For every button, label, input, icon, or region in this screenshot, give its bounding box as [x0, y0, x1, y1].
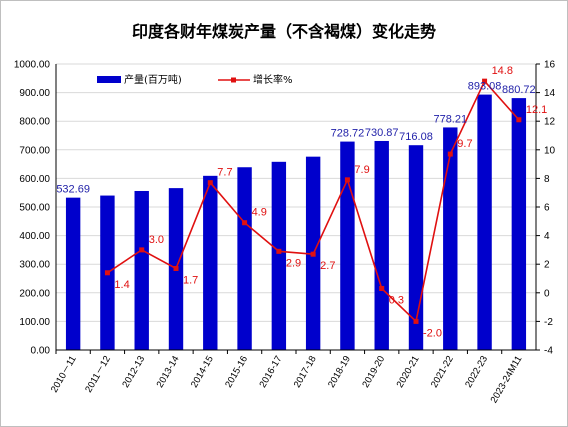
bar-series	[65, 94, 527, 351]
y-right-tick-label: 10	[544, 145, 556, 156]
bar-value-label: 880.72	[502, 84, 536, 96]
growth-value-label: 4.9	[252, 207, 267, 219]
y-right-tick-label: 6	[544, 203, 550, 214]
growth-point	[413, 318, 419, 324]
bar	[511, 98, 527, 351]
bar-value-label: 893.08	[468, 81, 502, 93]
legend-line-label: 增长率%	[253, 73, 293, 86]
y-right-tick-label: -2	[544, 317, 553, 328]
growth-value-label: 14.8	[492, 65, 513, 77]
growth-value-label: 3.0	[149, 234, 164, 246]
growth-point	[207, 180, 213, 186]
growth-point	[139, 247, 145, 253]
y-right-tick-label: -4	[544, 346, 553, 357]
y-right-tick-label: 14	[544, 88, 556, 99]
growth-value-label: 2.9	[286, 257, 301, 269]
growth-point	[242, 220, 248, 226]
y-left-tick-label: 400.00	[19, 231, 50, 242]
bar	[203, 175, 218, 350]
y-left-tick-label: 200.00	[19, 288, 50, 299]
bar	[477, 94, 492, 350]
bar-value-label: 532.69	[56, 184, 90, 196]
x-tick-label: 2017-18	[292, 354, 319, 390]
x-tick-label: 2023-24M11	[489, 354, 525, 405]
bar	[340, 141, 355, 350]
y-right-tick-label: 12	[544, 117, 556, 128]
x-tick-label: 2020-21	[395, 354, 422, 390]
bar-value-label: 730.87	[365, 127, 399, 139]
growth-value-label: 2.7	[320, 260, 335, 272]
bar-value-label: 778.21	[433, 113, 467, 125]
x-tick-label: 2013-14	[155, 354, 182, 390]
legend: 产量(百万吨) 增长率%	[97, 73, 293, 86]
y-left-tick-label: 0.00	[31, 346, 51, 357]
growth-value-label: 7.7	[217, 167, 232, 179]
growth-value-label: 7.9	[354, 164, 369, 176]
y-left-tick-label: 100.00	[19, 317, 50, 328]
bar-value-label: 728.72	[331, 128, 365, 140]
growth-value-label: -2.0	[423, 327, 442, 339]
y-right-tick-label: 8	[544, 174, 550, 185]
y-left-tick-label: 600.00	[19, 174, 50, 185]
bar	[271, 161, 287, 350]
legend-bar-swatch	[97, 76, 121, 83]
growth-value-label: 9.7	[457, 138, 472, 150]
x-tick-label: 2022-23	[463, 354, 490, 390]
y-right-tick-label: 0	[544, 288, 550, 299]
growth-value-label: 1.7	[183, 274, 198, 286]
growth-point	[379, 286, 385, 292]
y-left-tick-label: 800.00	[19, 117, 50, 128]
x-tick-label: 2014-15	[189, 354, 216, 390]
y-left-tick-label: 700.00	[19, 145, 50, 156]
y-right-tick-label: 4	[544, 231, 550, 242]
bar	[134, 190, 149, 350]
x-tick-label: 2021-22	[429, 354, 456, 390]
growth-point	[516, 117, 522, 123]
x-tick-label: 2011－12	[83, 354, 113, 395]
x-tick-label: 2019-20	[360, 354, 387, 390]
bar	[374, 140, 389, 350]
bar	[408, 145, 424, 350]
growth-value-label: 1.4	[114, 279, 129, 291]
growth-point	[276, 248, 282, 254]
x-tick-label: 2012-13	[120, 354, 147, 390]
y-right-tick-label: 2	[544, 260, 550, 271]
legend-line-marker	[231, 77, 236, 83]
x-tick-label: 2016-17	[257, 354, 284, 390]
bar-value-label: 716.08	[399, 131, 433, 143]
line-series	[104, 78, 522, 324]
bar	[65, 197, 81, 350]
growth-point	[344, 177, 350, 183]
y-left-tick-label: 900.00	[19, 88, 50, 99]
x-tick-label: 2018-19	[326, 354, 353, 390]
x-tick-label: 2010－11	[49, 354, 79, 395]
chart-title: 印度各财年煤炭产量（不含褐煤）变化走势	[132, 22, 436, 41]
legend-bar-label: 产量(百万吨)	[124, 73, 182, 86]
growth-point	[173, 265, 179, 271]
bar	[443, 127, 458, 350]
gridlines	[56, 63, 536, 351]
growth-value-label: 0.3	[389, 295, 404, 307]
y-right-tick-label: 16	[544, 60, 556, 71]
y-left-tick-label: 300.00	[19, 260, 50, 271]
growth-point	[310, 251, 316, 257]
growth-value-label: 12.1	[526, 104, 547, 116]
x-tick-label: 2015-16	[223, 354, 250, 390]
growth-point	[482, 78, 488, 84]
growth-point	[104, 270, 110, 276]
y-left-tick-label: 500.00	[19, 203, 50, 214]
bar	[237, 167, 252, 350]
y-left-tick-label: 1000.00	[14, 60, 51, 71]
growth-point	[447, 151, 453, 157]
